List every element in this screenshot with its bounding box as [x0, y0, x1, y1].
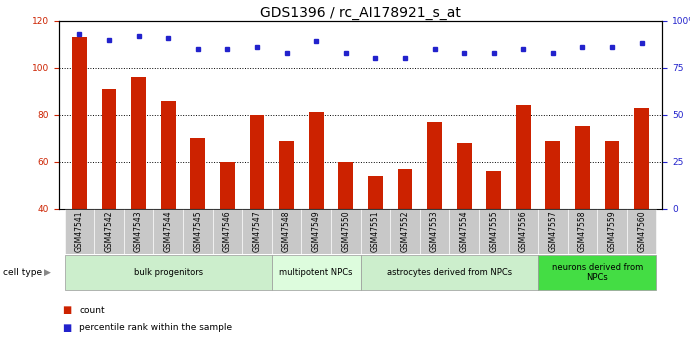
- Bar: [390, 209, 420, 254]
- Text: GSM47546: GSM47546: [223, 210, 232, 252]
- Text: GSM47552: GSM47552: [400, 210, 409, 252]
- Bar: [449, 209, 479, 254]
- Bar: [279, 140, 294, 209]
- Text: percentile rank within the sample: percentile rank within the sample: [79, 323, 233, 332]
- Text: bulk progenitors: bulk progenitors: [134, 268, 203, 277]
- Title: GDS1396 / rc_AI178921_s_at: GDS1396 / rc_AI178921_s_at: [260, 6, 461, 20]
- Bar: [250, 115, 264, 209]
- Text: ▶: ▶: [43, 268, 50, 277]
- Text: GSM47554: GSM47554: [460, 210, 469, 252]
- Bar: [331, 209, 361, 254]
- Bar: [272, 209, 302, 254]
- Bar: [65, 209, 94, 254]
- Bar: [427, 122, 442, 209]
- Text: count: count: [79, 306, 105, 315]
- Text: astrocytes derived from NPCs: astrocytes derived from NPCs: [387, 268, 512, 277]
- Text: GSM47549: GSM47549: [312, 210, 321, 252]
- Bar: [101, 89, 117, 209]
- Text: GSM47551: GSM47551: [371, 210, 380, 252]
- Bar: [242, 209, 272, 254]
- Bar: [546, 140, 560, 209]
- Bar: [161, 101, 175, 209]
- Text: ■: ■: [62, 323, 71, 333]
- Bar: [308, 112, 324, 209]
- Text: GSM47550: GSM47550: [342, 210, 351, 252]
- Bar: [361, 255, 538, 290]
- Text: GSM47541: GSM47541: [75, 210, 84, 252]
- Text: ■: ■: [62, 306, 71, 315]
- Bar: [516, 105, 531, 209]
- Text: GSM47558: GSM47558: [578, 210, 587, 252]
- Text: multipotent NPCs: multipotent NPCs: [279, 268, 353, 277]
- Text: GSM47542: GSM47542: [104, 210, 113, 252]
- Bar: [338, 162, 353, 209]
- Bar: [457, 143, 471, 209]
- Bar: [302, 209, 331, 254]
- Bar: [124, 209, 153, 254]
- Bar: [213, 209, 242, 254]
- Text: GSM47543: GSM47543: [134, 210, 143, 252]
- Bar: [538, 209, 568, 254]
- Bar: [634, 108, 649, 209]
- Bar: [131, 77, 146, 209]
- Text: GSM47557: GSM47557: [549, 210, 558, 252]
- Bar: [361, 209, 390, 254]
- Text: GSM47559: GSM47559: [608, 210, 617, 252]
- Bar: [65, 255, 272, 290]
- Bar: [94, 209, 124, 254]
- Text: GSM47560: GSM47560: [637, 210, 646, 252]
- Text: GSM47556: GSM47556: [519, 210, 528, 252]
- Bar: [479, 209, 509, 254]
- Bar: [397, 169, 413, 209]
- Bar: [72, 37, 87, 209]
- Bar: [220, 162, 235, 209]
- Bar: [368, 176, 383, 209]
- Text: GSM47547: GSM47547: [253, 210, 262, 252]
- Bar: [604, 140, 620, 209]
- Bar: [272, 255, 361, 290]
- Text: GSM47553: GSM47553: [430, 210, 439, 252]
- Bar: [627, 209, 656, 254]
- Bar: [568, 209, 598, 254]
- Bar: [509, 209, 538, 254]
- Bar: [575, 127, 590, 209]
- Bar: [598, 209, 627, 254]
- Text: GSM47545: GSM47545: [193, 210, 202, 252]
- Bar: [538, 255, 656, 290]
- Text: GSM47544: GSM47544: [164, 210, 172, 252]
- Bar: [183, 209, 213, 254]
- Bar: [420, 209, 449, 254]
- Text: GSM47548: GSM47548: [282, 210, 291, 252]
- Text: cell type: cell type: [3, 268, 43, 277]
- Text: GSM47555: GSM47555: [489, 210, 498, 252]
- Bar: [153, 209, 183, 254]
- Text: neurons derived from
NPCs: neurons derived from NPCs: [552, 263, 643, 282]
- Bar: [190, 138, 205, 209]
- Bar: [486, 171, 501, 209]
